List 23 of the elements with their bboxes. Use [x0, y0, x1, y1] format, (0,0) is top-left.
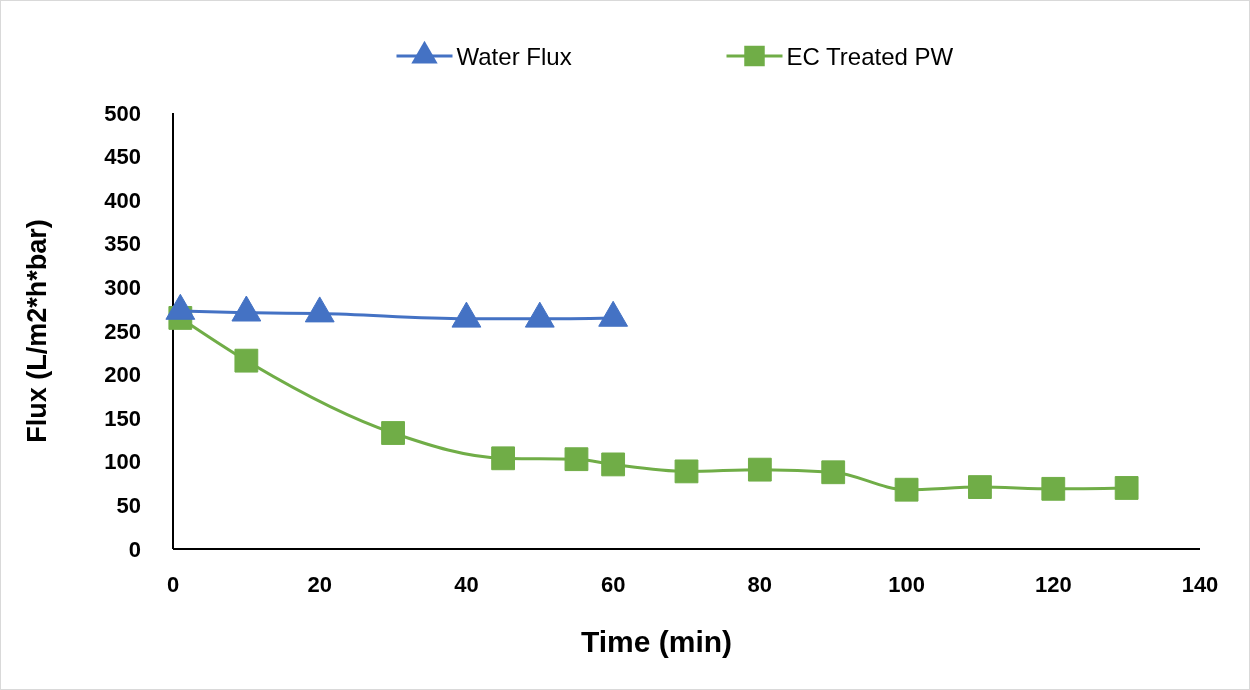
x-tick-label: 120: [1034, 572, 1072, 597]
y-tick-label: 100: [104, 449, 141, 475]
x-tick-label: 60: [600, 572, 626, 597]
x-tick-label: 20: [307, 572, 332, 597]
y-tick-label: 300: [104, 274, 141, 300]
y-tick-label: 450: [104, 144, 141, 170]
x-tick-label: 80: [747, 572, 773, 597]
y-tick-label: 150: [104, 405, 141, 431]
x-axis-title: Time (min): [580, 625, 733, 658]
y-tick-label: 400: [104, 187, 141, 213]
y-tick-label: 500: [104, 100, 141, 126]
legend-label: Water Flux: [456, 42, 572, 70]
y-tick-label: 50: [116, 492, 141, 518]
y-tick-label: 200: [104, 362, 141, 388]
y-tick-label: 350: [104, 231, 141, 257]
legend-label: EC Treated PW: [786, 42, 954, 70]
y-axis-title: Flux (L/m2*h*bar): [22, 219, 52, 443]
y-tick-label: 0: [128, 536, 141, 562]
x-tick-label: 140: [1181, 572, 1219, 597]
x-tick-label: 0: [166, 572, 180, 597]
x-tick-label: 100: [888, 572, 925, 597]
y-tick-label: 250: [104, 318, 141, 344]
x-tick-label: 40: [454, 572, 479, 597]
